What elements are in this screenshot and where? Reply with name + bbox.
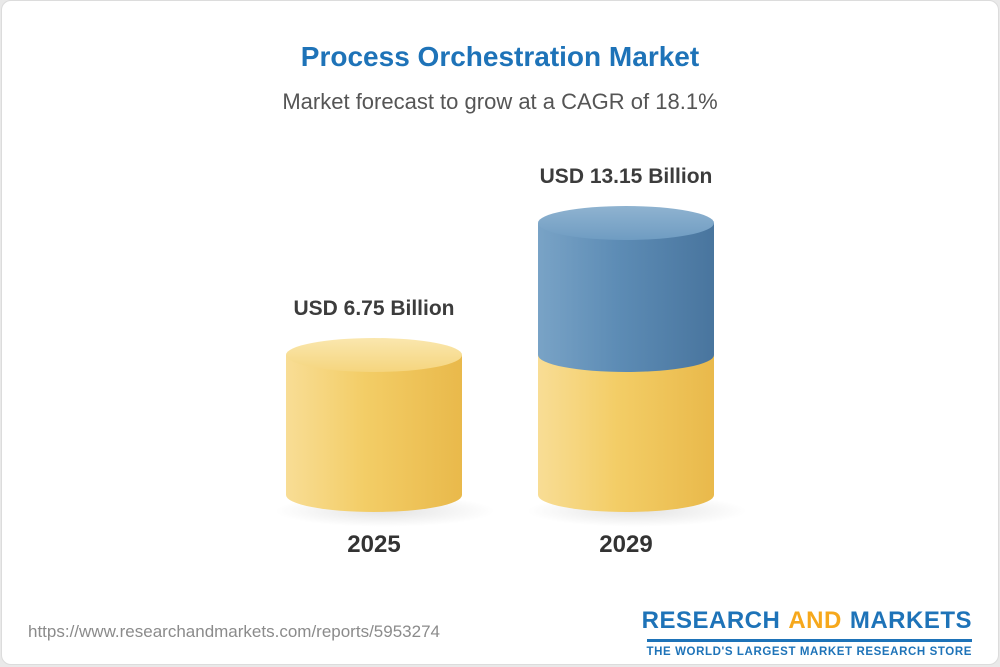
cylinder-top-cap xyxy=(286,338,462,372)
logo-word-markets: MARKETS xyxy=(849,606,972,634)
category-label-2025: 2025 xyxy=(347,531,401,558)
footer: https://www.researchandmarkets.com/repor… xyxy=(2,600,998,664)
bar-group-2029: USD 13.15 Billion 2029 xyxy=(526,165,748,559)
logo-word-research: RESEARCH xyxy=(641,606,781,634)
logo-tagline: THE WORLD'S LARGEST MARKET RESEARCH STOR… xyxy=(646,638,972,658)
research-and-markets-logo: RESEARCH AND MARKETS THE WORLD'S LARGEST… xyxy=(642,607,972,658)
chart-subtitle: Market forecast to grow at a CAGR of 18.… xyxy=(282,89,718,114)
report-url[interactable]: https://www.researchandmarkets.com/repor… xyxy=(28,622,440,641)
value-label-2025: USD 6.75 Billion xyxy=(293,297,455,320)
bar-segment-blue-2029 xyxy=(538,206,714,372)
category-label-2029: 2029 xyxy=(599,531,653,558)
logo-word-and: AND xyxy=(788,606,842,634)
bar-segment-gold-2029 xyxy=(538,355,714,512)
cylinder-bottom-cap xyxy=(286,478,462,512)
cylinder-2029 xyxy=(526,206,748,527)
cylinder-2025 xyxy=(274,338,496,527)
chart-title: Process Orchestration Market xyxy=(300,41,700,72)
cylinder-join-cap xyxy=(538,338,714,372)
value-label-2029: USD 13.15 Billion xyxy=(539,165,713,188)
bar-group-2025: USD 6.75 Billion 2025 xyxy=(274,297,496,559)
cylinder-bottom-cap xyxy=(538,478,714,512)
chart-area: USD 6.75 Billion 2025 USD 13.15 Billion xyxy=(2,165,998,559)
bar-segment-gold-2025 xyxy=(286,338,462,512)
cylinder-top-cap xyxy=(538,206,714,240)
logo-wordmark: RESEARCH AND MARKETS xyxy=(642,607,972,635)
